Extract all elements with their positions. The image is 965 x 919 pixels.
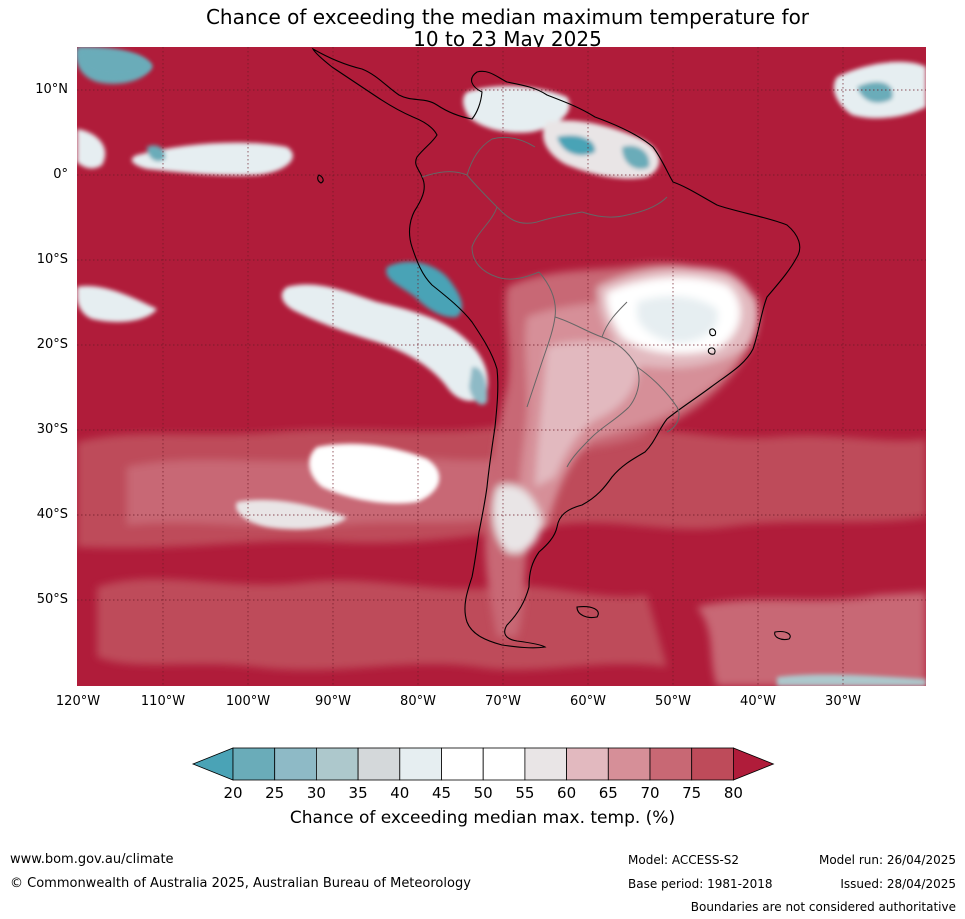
colorbar-tick-label: 50 (473, 784, 493, 802)
lon-label-120w: 120°W (55, 694, 101, 709)
lon-label-100w: 100°W (225, 694, 271, 709)
footer-base-period: Base period: 1981-2018 (628, 877, 773, 891)
colorbar-segment (274, 747, 317, 781)
pacific-neutral-streak (77, 47, 488, 530)
lon-label-80w: 80°W (400, 694, 436, 709)
lon-label-110w: 110°W (140, 694, 186, 709)
colorbar-arrow-high (733, 747, 775, 781)
colorbar-segment (607, 747, 651, 781)
lat-label-50s: 50°S (36, 592, 68, 607)
colorbar-tick-label: 35 (348, 784, 368, 802)
graticule (77, 47, 926, 686)
lon-label-40w: 40°W (740, 694, 776, 709)
forecast-map (77, 47, 926, 686)
colorbar-arrow-low (191, 747, 234, 781)
colorbar-segment (232, 747, 276, 781)
colorbar-segment (524, 747, 567, 781)
colorbar-tick-label: 25 (265, 784, 285, 802)
colorbar-segment (691, 747, 734, 781)
map-title-line-2: 10 to 23 May 2025 (413, 27, 602, 51)
footer-issued: Issued: 28/04/2025 (840, 877, 956, 891)
colorbar-tick-label: 55 (515, 784, 535, 802)
colorbar-tick-label: 70 (640, 784, 660, 802)
colorbar-tick-label: 65 (598, 784, 618, 802)
colorbar-label: Chance of exceeding median max. temp. (%… (289, 808, 676, 828)
forecast-map-svg (77, 47, 926, 686)
lat-label-0: 0° (53, 167, 68, 182)
lon-label-30w: 30°W (825, 694, 861, 709)
lon-label-90w: 90°W (315, 694, 351, 709)
lon-label-50w: 50°W (655, 694, 691, 709)
lat-label-30s: 30°S (36, 422, 68, 437)
country-borders (421, 136, 680, 468)
colorbar-segments (191, 747, 775, 781)
colorbar-segment (482, 747, 526, 781)
colorbar-tick-label: 40 (390, 784, 410, 802)
colorbar (191, 747, 775, 781)
lon-label-60w: 60°W (570, 694, 606, 709)
footer-model: Model: ACCESS-S2 (628, 853, 740, 867)
colorbar-segment (357, 747, 401, 781)
lat-label-10s: 10°S (36, 252, 68, 267)
colorbar-tick-label: 80 (723, 784, 743, 802)
colorbar-segment (316, 747, 359, 781)
map-title-line-1: Chance of exceeding the median maximum t… (205, 5, 810, 29)
footer-copyright: © Commonwealth of Australia 2025, Austra… (10, 876, 471, 891)
lat-label-10n: 10°N (35, 82, 68, 97)
coastlines (311, 47, 801, 649)
colorbar-tick-label: 60 (557, 784, 577, 802)
colorbar-tick-label: 75 (682, 784, 702, 802)
northern-anomaly (77, 49, 926, 686)
colorbar-tick-label: 45 (431, 784, 452, 802)
continental-anomaly (485, 263, 759, 637)
footer-model-run: Model run: 26/04/2025 (818, 853, 956, 867)
colorbar-segment (399, 747, 442, 781)
colorbar-segment (566, 747, 609, 781)
colorbar-tick-label: 20 (223, 784, 243, 802)
colorbar-tick-label: 30 (306, 784, 326, 802)
colorbar-segment (649, 747, 693, 781)
lon-label-70w: 70°W (485, 694, 521, 709)
footer-disclaimer: Boundaries are not considered authoritat… (690, 900, 956, 914)
lat-label-40s: 40°S (36, 507, 68, 522)
colorbar-segment (441, 747, 484, 781)
lat-label-20s: 20°S (36, 337, 68, 352)
footer-website: www.bom.gov.au/climate (10, 852, 174, 867)
